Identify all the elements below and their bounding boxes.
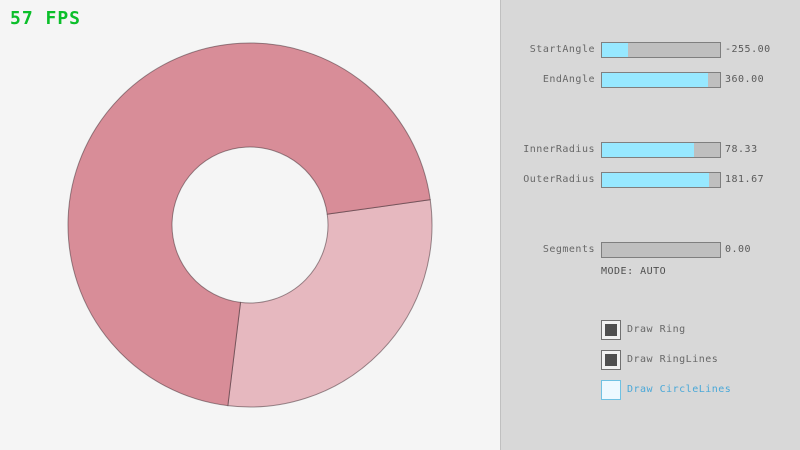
- outerradius-slider[interactable]: [601, 172, 721, 188]
- innerradius-row: InnerRadius 78.33: [501, 140, 800, 160]
- segments-value: 0.00: [725, 244, 752, 255]
- fps-counter: 57 FPS: [10, 8, 82, 29]
- outerradius-label: OuterRadius: [523, 174, 595, 185]
- endangle-value: 360.00: [725, 74, 765, 85]
- draw-ringlines-label: Draw RingLines: [627, 354, 719, 365]
- innerradius-slider-fill: [602, 143, 695, 157]
- outerradius-slider-fill: [602, 173, 710, 187]
- segments-row: Segments 0.00: [501, 240, 800, 260]
- mode-text: MODE: AUTO: [601, 266, 667, 277]
- outerradius-row: OuterRadius 181.67: [501, 170, 800, 190]
- draw-circlelines-row: Draw CircleLines: [601, 380, 800, 400]
- startangle-label: StartAngle: [529, 44, 595, 55]
- endangle-slider[interactable]: [601, 72, 721, 88]
- checkmark-icon: [605, 324, 617, 336]
- outerradius-value: 181.67: [725, 174, 765, 185]
- draw-ringlines-checkbox[interactable]: [601, 350, 621, 370]
- draw-ring-row: Draw Ring: [601, 320, 800, 340]
- innerradius-slider[interactable]: [601, 142, 721, 158]
- draw-ring-checkbox[interactable]: [601, 320, 621, 340]
- endangle-slider-fill: [602, 73, 709, 87]
- draw-ringlines-row: Draw RingLines: [601, 350, 800, 370]
- endangle-row: EndAngle 360.00: [501, 70, 800, 90]
- startangle-slider[interactable]: [601, 42, 721, 58]
- segments-slider[interactable]: [601, 242, 721, 258]
- startangle-slider-fill: [602, 43, 628, 57]
- draw-circlelines-checkbox[interactable]: [601, 380, 621, 400]
- control-panel: StartAngle -255.00 EndAngle 360.00 Inner…: [500, 0, 800, 450]
- draw-ring-label: Draw Ring: [627, 324, 686, 335]
- innerradius-value: 78.33: [725, 144, 758, 155]
- endangle-label: EndAngle: [542, 74, 595, 85]
- innerradius-label: InnerRadius: [523, 144, 595, 155]
- checkmark-icon: [605, 354, 617, 366]
- draw-circlelines-label: Draw CircleLines: [627, 384, 732, 395]
- segments-label: Segments: [542, 244, 595, 255]
- startangle-value: -255.00: [725, 44, 771, 55]
- startangle-row: StartAngle -255.00: [501, 40, 800, 60]
